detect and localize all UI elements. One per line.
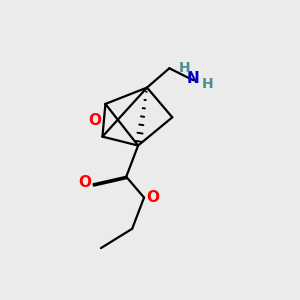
Text: O: O	[79, 175, 92, 190]
Text: O: O	[88, 113, 101, 128]
Text: H: H	[179, 61, 190, 75]
Text: N: N	[187, 71, 200, 86]
Text: H: H	[202, 77, 213, 91]
Text: O: O	[146, 190, 160, 205]
